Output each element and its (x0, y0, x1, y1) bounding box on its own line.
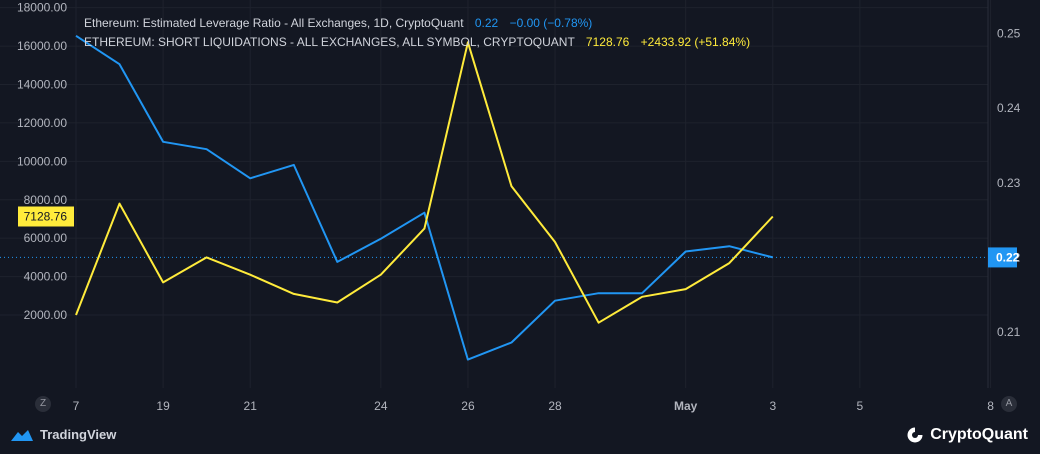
footer: TradingView CryptoQuant (0, 418, 1040, 454)
right-current-badge (988, 247, 1017, 268)
right-tick-label: 0.25 (997, 27, 1021, 41)
right-tick-label: 0.21 (997, 325, 1021, 339)
left-tick-label: 8000.00 (24, 193, 68, 207)
grid (0, 0, 992, 418)
right-tick-label: 0.24 (997, 101, 1021, 115)
cryptoquant-label: CryptoQuant (930, 426, 1028, 443)
right-axis: 0.25 0.24 0.23 0.22 0.21 (997, 27, 1021, 339)
left-tick-label: 12000.00 (17, 116, 67, 130)
left-tick-label: 16000.00 (17, 39, 67, 53)
x-tick-label: 21 (244, 399, 258, 413)
legend-liquidations-name: ETHEREUM: SHORT LIQUIDATIONS - ALL EXCHA… (84, 35, 575, 49)
x-tick-label: 24 (374, 399, 388, 413)
legend-leverage-name: Ethereum: Estimated Leverage Ratio - All… (84, 16, 464, 30)
left-tick-label: 10000.00 (17, 154, 67, 168)
left-axis: 18000.00 16000.00 14000.00 12000.00 10000.00… (17, 1, 67, 322)
legend-leverage[interactable]: Ethereum: Estimated Leverage Ratio - All… (84, 16, 592, 30)
legend-liquidations-value: 7128.76 (585, 35, 630, 49)
tradingview-icon (11, 429, 33, 441)
scale-left-button[interactable]: Z (35, 396, 51, 412)
x-tick-label: 28 (548, 399, 562, 413)
series-leverage-line (75, 34, 774, 361)
left-tick-label: 18000.00 (17, 1, 67, 15)
tradingview-brand[interactable]: TradingView (10, 427, 116, 442)
left-tick-label: 6000.00 (24, 231, 68, 245)
right-current-label: 0.22 (996, 250, 1020, 264)
x-tick-label: 8 (987, 399, 994, 413)
legend-liquidations[interactable]: ETHEREUM: SHORT LIQUIDATIONS - ALL EXCHA… (84, 35, 750, 49)
x-axis: 7 19 21 24 26 28 May 3 5 8 (73, 399, 995, 413)
x-tick-label: 26 (461, 399, 475, 413)
left-tick-label: 2000.00 (24, 308, 68, 322)
x-tick-label: 7 (73, 399, 80, 413)
left-tick-label: 4000.00 (24, 270, 68, 284)
tradingview-label: TradingView (40, 427, 117, 442)
left-current-badge (18, 206, 74, 227)
cryptoquant-brand[interactable]: CryptoQuant (906, 426, 1028, 444)
series-liquidations-line (75, 41, 774, 324)
x-tick-label: 19 (156, 399, 170, 413)
left-current-label: 7128.76 (24, 209, 68, 223)
right-tick-label: 0.23 (997, 176, 1021, 190)
x-tick-label: 3 (769, 399, 776, 413)
legend-leverage-value: 0.22 (474, 16, 499, 30)
x-tick-label: May (674, 399, 698, 413)
x-axis-band (0, 388, 1040, 418)
legend-liquidations-change: +2433.92 (+51.84%) (640, 35, 751, 49)
scale-right-button[interactable]: A (1001, 396, 1017, 412)
left-tick-label: 14000.00 (17, 78, 67, 92)
x-tick-label: 5 (857, 399, 864, 413)
cryptoquant-icon (907, 427, 924, 443)
legend-leverage-change: −0.00 (−0.78%) (509, 16, 593, 30)
